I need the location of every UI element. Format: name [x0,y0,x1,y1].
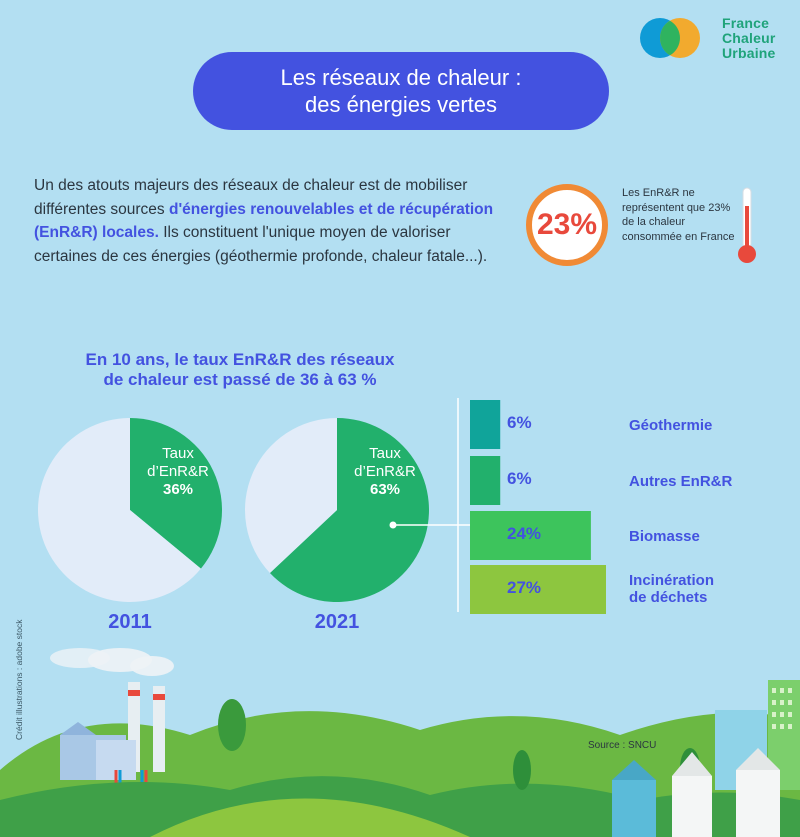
pie-1-label-line-1: d’EnR&R [354,463,416,480]
pie-0-year-label: 2011 [108,611,151,633]
title-line-1: Les réseaux de chaleur : [280,65,522,90]
logo-circles-icon [640,18,700,58]
bar-3-value-label: 27% [507,578,541,597]
pie-1-year-label: 2021 [315,611,360,633]
bar-0-category-label-0: Géothermie [629,417,712,434]
brand-line-3: Urbaine [722,45,776,61]
bar-2-category-label-0: Biomasse [629,528,700,545]
stat-value: 23% [536,208,598,241]
thermometer-icon [738,187,756,263]
pie-1-label-line-0: Taux [369,445,401,462]
bar-1-value-label: 6% [507,469,532,488]
stat-badge: 23% [526,184,608,266]
pie-0-label-line-2: 36% [163,481,193,498]
pie-1-label-line-2: 63% [370,481,400,498]
bar-2 [470,511,591,560]
bar-2-value-label: 24% [507,524,541,543]
brand-logo: France Chaleur Urbaine [640,16,800,76]
bar-0-value-label: 6% [507,413,532,432]
intro-text-2: Ils constituent l'unique moyen de valori… [34,224,488,265]
connector-dot [389,521,397,529]
title-banner: Les réseaux de chaleur : des énergies ve… [193,52,609,130]
title-line-2: des énergies vertes [305,92,497,117]
pie-1-slice-enr [269,418,429,603]
bar-3-category-label-1: de déchets [629,589,707,606]
subtitle-line-1: En 10 ans, le taux EnR&R des réseaux [85,350,395,369]
pie-0-slice-enr [130,417,223,569]
bar-3-category-label-0: Incinération [629,572,714,589]
bar-1-category-label-0: Autres EnR&R [629,473,733,490]
pie-0-label-line-1: d’EnR&R [147,463,209,480]
stat-note: Les EnR&R ne représentent que 23% de la … [622,187,735,243]
brand-line-1: France [722,15,770,31]
pie-0-label-line-0: Taux [162,445,194,462]
pie-0-slice-other [38,418,201,602]
source-note: Source : SNCU [588,740,657,751]
credit-text: Crédit illustrations : adobe stock [14,619,24,740]
intro-highlight: d'énergies renouvelables et de récupérat… [34,200,494,242]
brand-line-2: Chaleur [722,30,776,46]
intro-paragraph: Un des atouts majeurs des réseaux de cha… [34,174,504,268]
bar-1 [470,456,501,505]
bar-3 [470,565,606,614]
bar-0 [470,400,501,449]
brand-name: France Chaleur Urbaine [722,16,776,61]
pie-1-slice-other [244,417,337,573]
chart-subtitle: En 10 ans, le taux EnR&R des réseaux de … [40,350,440,390]
intro-text-1: Un des atouts majeurs des réseaux de cha… [34,177,468,218]
illustration-credit: Crédit illustrations : adobe stock [14,600,26,740]
subtitle-line-2: de chaleur est passé de 36 à 63 % [103,370,377,389]
